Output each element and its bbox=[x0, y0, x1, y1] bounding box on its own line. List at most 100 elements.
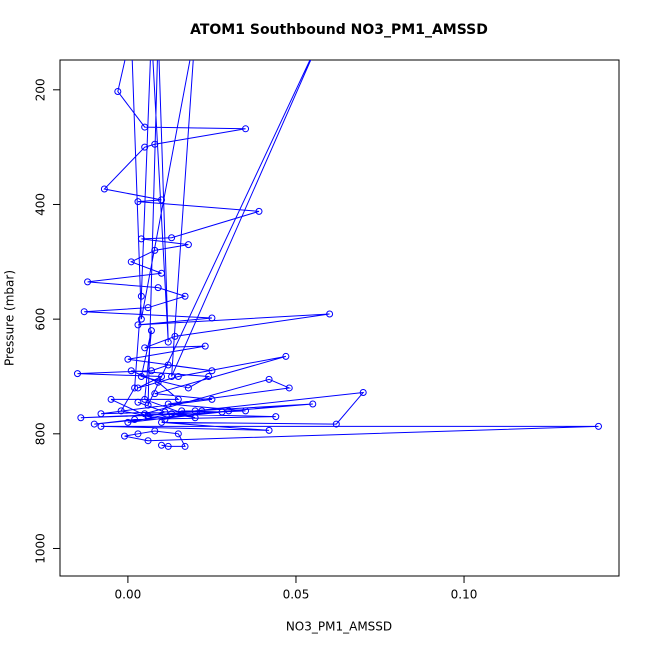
data-point bbox=[137, 292, 145, 300]
data-point bbox=[225, 407, 233, 415]
y-tick-label: 800 bbox=[34, 422, 48, 445]
data-point bbox=[184, 384, 192, 392]
data-point bbox=[158, 196, 166, 204]
data-point bbox=[100, 185, 108, 193]
data-point bbox=[141, 123, 149, 131]
data-point bbox=[198, 407, 206, 415]
data-point bbox=[168, 372, 176, 380]
data-point bbox=[137, 315, 145, 323]
data-point bbox=[265, 426, 273, 434]
data-point bbox=[154, 378, 162, 386]
y-tick-label: 1000 bbox=[34, 533, 48, 564]
data-point bbox=[181, 292, 189, 300]
data-point bbox=[184, 241, 192, 249]
data-point bbox=[332, 420, 340, 428]
data-point bbox=[282, 352, 290, 360]
data-point bbox=[121, 432, 129, 440]
data-point bbox=[178, 407, 186, 415]
data-point bbox=[134, 384, 142, 392]
data-point bbox=[161, 408, 169, 416]
data-point bbox=[134, 321, 142, 329]
data-point bbox=[151, 246, 159, 254]
data-point bbox=[131, 415, 139, 423]
data-point bbox=[285, 384, 293, 392]
data-point bbox=[171, 332, 179, 340]
chart-title: ATOM1 Southbound NO3_PM1_AMSSD bbox=[190, 22, 488, 38]
data-point bbox=[144, 413, 152, 421]
data-point bbox=[137, 235, 145, 243]
data-point bbox=[181, 442, 189, 450]
plot-area bbox=[73, 29, 602, 450]
data-point bbox=[127, 258, 135, 266]
data-point bbox=[359, 389, 367, 397]
data-point bbox=[107, 395, 115, 403]
data-point bbox=[73, 370, 81, 378]
y-tick-label: 600 bbox=[34, 308, 48, 331]
data-point bbox=[141, 344, 149, 352]
data-point bbox=[114, 88, 122, 96]
data-point bbox=[158, 269, 166, 277]
y-tick-label: 200 bbox=[34, 78, 48, 101]
data-point bbox=[80, 308, 88, 316]
data-point bbox=[144, 437, 152, 445]
data-point bbox=[272, 413, 280, 421]
data-point bbox=[97, 422, 105, 430]
data-point bbox=[205, 372, 213, 380]
data-point bbox=[128, 29, 134, 35]
data-point bbox=[141, 143, 149, 151]
data-point bbox=[154, 284, 162, 292]
data-point bbox=[191, 407, 199, 415]
data-point bbox=[164, 442, 172, 450]
data-point bbox=[191, 414, 199, 422]
data-point bbox=[131, 384, 139, 392]
data-point bbox=[208, 314, 216, 322]
data-point bbox=[158, 372, 166, 380]
data-point bbox=[594, 422, 602, 430]
data-point bbox=[144, 304, 152, 312]
x-tick-label: 0.10 bbox=[451, 588, 478, 602]
data-point bbox=[134, 430, 142, 438]
data-point bbox=[144, 401, 152, 409]
data-point bbox=[148, 29, 154, 35]
data-point bbox=[174, 430, 182, 438]
data-point bbox=[134, 398, 142, 406]
data-point bbox=[164, 400, 172, 408]
data-point bbox=[309, 400, 317, 408]
data-point bbox=[141, 395, 149, 403]
data-point bbox=[155, 29, 161, 35]
data-point bbox=[265, 375, 273, 383]
data-point bbox=[174, 372, 182, 380]
data-point bbox=[242, 125, 250, 133]
data-point bbox=[326, 310, 334, 318]
data-point bbox=[168, 410, 176, 418]
data-point bbox=[84, 278, 92, 286]
x-tick-label: 0.05 bbox=[283, 588, 310, 602]
data-point bbox=[134, 198, 142, 206]
y-tick-label: 400 bbox=[34, 193, 48, 216]
data-point bbox=[201, 342, 209, 350]
data-point bbox=[164, 338, 172, 346]
x-tick-label: 0.00 bbox=[115, 588, 142, 602]
data-point bbox=[124, 418, 132, 426]
data-point bbox=[97, 410, 105, 418]
data-point bbox=[137, 372, 145, 380]
data-point bbox=[255, 207, 263, 215]
data-point bbox=[151, 427, 159, 435]
data-point bbox=[151, 140, 159, 148]
data-point bbox=[90, 420, 98, 428]
data-point bbox=[127, 367, 135, 375]
data-point bbox=[218, 408, 226, 416]
y-axis-label: Pressure (mbar) bbox=[3, 270, 17, 366]
data-point bbox=[77, 414, 85, 422]
x-axis-label: NO3_PM1_AMSSD bbox=[286, 620, 392, 634]
data-point bbox=[242, 407, 250, 415]
data-point bbox=[161, 415, 169, 423]
data-point bbox=[168, 234, 176, 242]
data-point bbox=[117, 407, 125, 415]
data-point bbox=[147, 327, 155, 335]
data-point bbox=[164, 361, 172, 369]
data-point bbox=[124, 355, 132, 363]
data-point bbox=[158, 441, 166, 449]
data-point bbox=[147, 367, 155, 375]
